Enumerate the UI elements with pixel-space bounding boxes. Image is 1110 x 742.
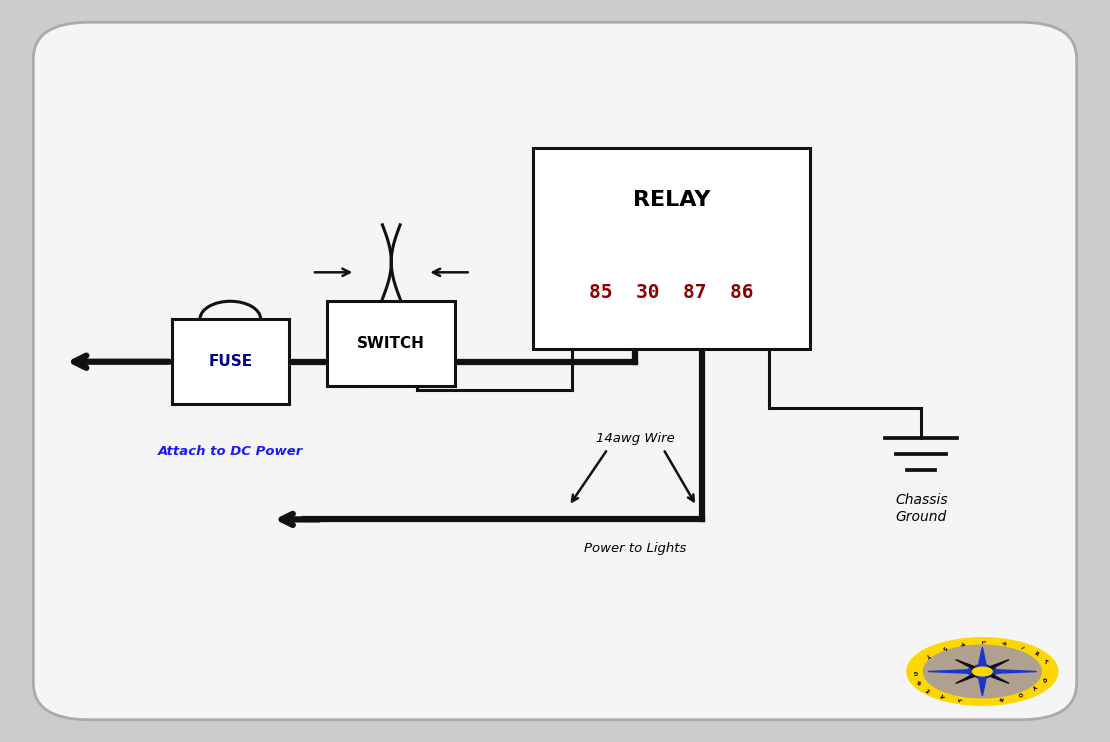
Ellipse shape [907, 638, 1058, 705]
Polygon shape [972, 667, 1009, 683]
Polygon shape [956, 667, 992, 683]
Text: 85  30  87  86: 85 30 87 86 [589, 283, 754, 302]
Text: A: A [1033, 686, 1039, 692]
Text: G: G [914, 669, 918, 674]
FancyBboxPatch shape [33, 22, 1077, 720]
Text: D: D [1042, 677, 1048, 683]
Bar [533, 148, 810, 349]
Text: R: R [1000, 697, 1006, 703]
Text: 14awg Wire: 14awg Wire [596, 432, 675, 445]
Polygon shape [976, 666, 989, 696]
Text: T: T [959, 697, 965, 702]
Text: FUSE: FUSE [209, 354, 252, 370]
Text: R: R [917, 677, 922, 683]
Ellipse shape [924, 646, 1041, 697]
Text: SWITCH: SWITCH [357, 335, 425, 351]
Text: Chassis
Ground: Chassis Ground [895, 493, 948, 524]
Text: T: T [1043, 660, 1048, 666]
Polygon shape [969, 669, 1037, 674]
Text: R: R [1033, 651, 1039, 657]
Bar [327, 301, 455, 386]
Bar [172, 319, 289, 404]
Polygon shape [972, 660, 1009, 676]
Text: P: P [1000, 640, 1006, 646]
Text: O: O [1018, 692, 1025, 699]
Text: T: T [926, 651, 931, 657]
Text: L: L [980, 640, 985, 643]
Polygon shape [956, 660, 992, 676]
Text: Power to Lights: Power to Lights [584, 542, 687, 555]
Text: I: I [1019, 646, 1025, 650]
Text: S: S [940, 645, 947, 651]
Text: RELAY: RELAY [633, 191, 710, 211]
Text: Attach to DC Power: Attach to DC Power [158, 445, 303, 459]
Polygon shape [976, 647, 989, 677]
Ellipse shape [972, 667, 992, 676]
Text: E: E [926, 686, 931, 692]
Text: A: A [940, 692, 947, 699]
Polygon shape [928, 669, 996, 674]
Text: A: A [959, 640, 965, 646]
